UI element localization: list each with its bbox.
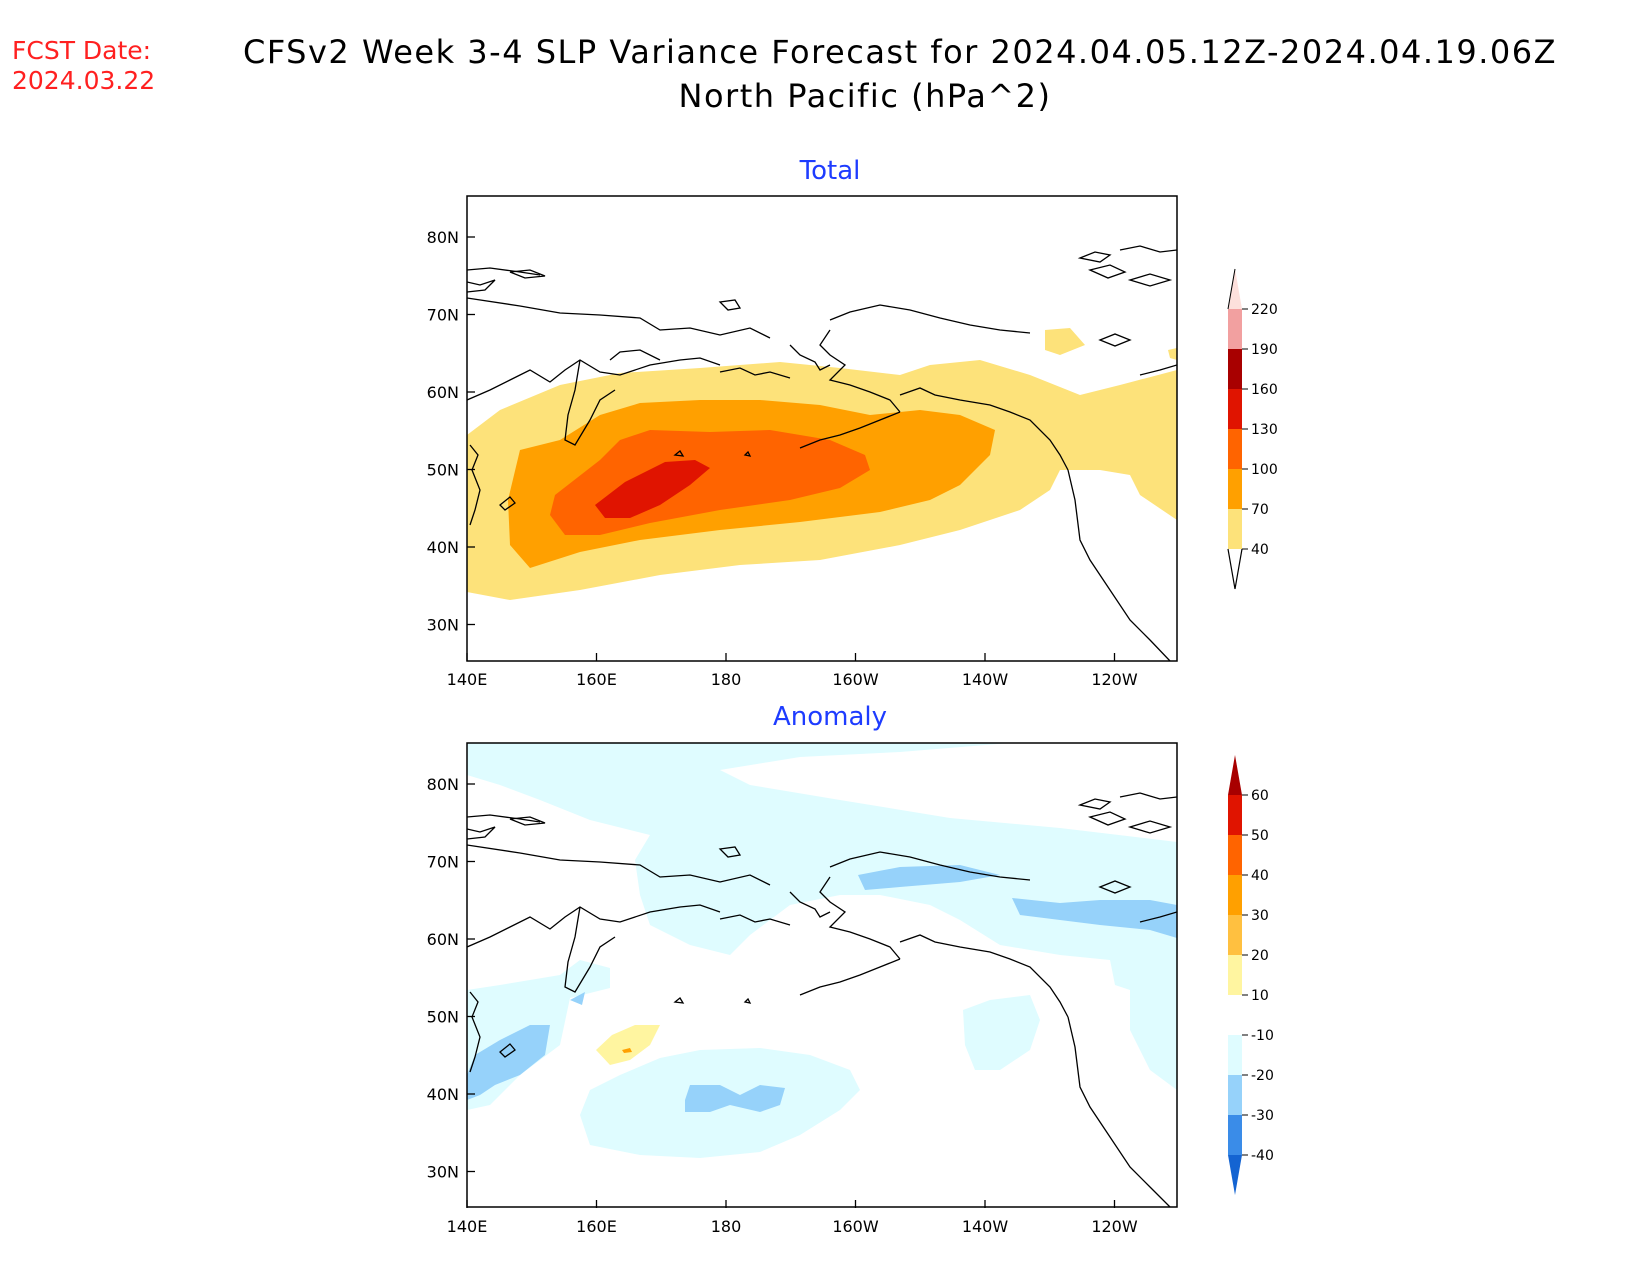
colorbar-swatch bbox=[1228, 995, 1242, 1035]
lat-tick-label: 40N bbox=[427, 1085, 459, 1104]
colorbar-label: 190 bbox=[1251, 342, 1278, 358]
anomaly-coastlines bbox=[467, 792, 1177, 1207]
anomaly-contour-neg20-central bbox=[685, 1085, 785, 1112]
lat-tick-label: 40N bbox=[427, 538, 459, 557]
colorbar-label: 220 bbox=[1251, 302, 1278, 318]
colorbar-swatch bbox=[1228, 269, 1242, 309]
colorbar-swatch bbox=[1228, 1035, 1242, 1075]
lat-tick-label: 50N bbox=[427, 1008, 459, 1027]
colorbar-label: 40 bbox=[1251, 542, 1269, 558]
total-colorbar: 220 190 160 130 100 70 40 bbox=[1227, 268, 1278, 590]
colorbar-label: -20 bbox=[1251, 1068, 1274, 1084]
colorbar-swatch bbox=[1228, 429, 1242, 469]
anomaly-contour-neg10-gulf bbox=[963, 995, 1040, 1070]
panel-anomaly: Anomaly bbox=[427, 702, 1274, 1236]
lon-tick-label: 140W bbox=[962, 1217, 1009, 1236]
lat-tick-label: 30N bbox=[427, 616, 459, 635]
total-coastlines bbox=[467, 245, 1177, 661]
colorbar-label: 10 bbox=[1251, 988, 1269, 1004]
colorbar-label: 130 bbox=[1251, 422, 1278, 438]
lon-tick-label: 120W bbox=[1091, 1217, 1138, 1236]
colorbar-swatch bbox=[1228, 915, 1242, 955]
colorbar-label: -10 bbox=[1251, 1028, 1274, 1044]
panel-total-title: Total bbox=[799, 156, 861, 186]
lat-tick-label: 60N bbox=[427, 930, 459, 949]
panel-anomaly-title: Anomaly bbox=[773, 702, 887, 732]
anomaly-contour-neg20-small bbox=[570, 992, 585, 1005]
total-contour-40-east bbox=[1168, 348, 1177, 360]
colorbar-swatch bbox=[1228, 509, 1242, 549]
anomaly-contour-pos20 bbox=[622, 1048, 632, 1053]
colorbar-label: 20 bbox=[1251, 948, 1269, 964]
lat-tick-label: 80N bbox=[427, 775, 459, 794]
anomaly-shading bbox=[467, 743, 1177, 1158]
colorbar-swatch bbox=[1228, 389, 1242, 429]
forecast-date-label: FCST Date: 2024.03.22 bbox=[12, 36, 155, 96]
colorbar-swatch bbox=[1228, 309, 1242, 349]
anomaly-map-frame bbox=[466, 742, 1178, 1208]
lat-tick-label: 70N bbox=[427, 306, 459, 325]
colorbar-swatch bbox=[1228, 875, 1242, 915]
lat-tick-label: 60N bbox=[427, 383, 459, 402]
anomaly-colorbar: 60 50 40 30 20 10 -10 -20 -30 -40 bbox=[1228, 755, 1274, 1195]
panel-total: Total bbox=[427, 156, 1278, 689]
lon-tick-label: 180 bbox=[711, 670, 742, 689]
lon-tick-label: 160E bbox=[576, 670, 617, 689]
lon-tick-label: 160E bbox=[576, 1217, 617, 1236]
colorbar-label: -40 bbox=[1251, 1148, 1274, 1164]
colorbar-swatch bbox=[1228, 349, 1242, 389]
forecast-date-caption: FCST Date: bbox=[12, 36, 152, 65]
total-lon-axis: 140E 160E 180 160W 140W 120W bbox=[447, 653, 1138, 689]
total-contour-130 bbox=[595, 460, 710, 518]
colorbar-swatch bbox=[1228, 1155, 1242, 1195]
colorbar-swatch bbox=[1228, 795, 1242, 835]
lat-tick-label: 80N bbox=[427, 228, 459, 247]
colorbar-swatch bbox=[1228, 1115, 1242, 1155]
colorbar-label: 160 bbox=[1251, 382, 1278, 398]
colorbar-label: 70 bbox=[1251, 502, 1269, 518]
lat-tick-label: 30N bbox=[427, 1163, 459, 1182]
total-lat-axis: 80N 70N 60N 50N 40N 30N bbox=[427, 228, 475, 635]
colorbar-swatch bbox=[1228, 755, 1242, 795]
anomaly-lat-axis: 80N 70N 60N 50N 40N 30N bbox=[427, 775, 475, 1182]
colorbar-upper-edge bbox=[1227, 268, 1236, 310]
colorbar-swatch bbox=[1228, 1075, 1242, 1115]
total-map-frame bbox=[466, 195, 1178, 662]
colorbar-swatch bbox=[1228, 955, 1242, 995]
colorbar-label: 100 bbox=[1251, 462, 1278, 478]
figure-title: CFSv2 Week 3-4 SLP Variance Forecast for… bbox=[150, 30, 1650, 118]
title-line-1: CFSv2 Week 3-4 SLP Variance Forecast for… bbox=[242, 33, 1558, 71]
colorbar-label: 30 bbox=[1251, 908, 1269, 924]
anomaly-contour-pos10 bbox=[596, 1025, 660, 1065]
lon-tick-label: 140E bbox=[447, 670, 488, 689]
forecast-date-value: 2024.03.22 bbox=[12, 66, 156, 95]
total-shading bbox=[467, 328, 1177, 600]
colorbar-label: -30 bbox=[1251, 1108, 1274, 1124]
colorbar-lower-triangle bbox=[1227, 548, 1243, 590]
anomaly-contour-neg10-north bbox=[467, 743, 1177, 1090]
lon-tick-label: 160W bbox=[832, 670, 879, 689]
colorbar-label: 60 bbox=[1251, 788, 1269, 804]
total-contour-40-arctic bbox=[1045, 328, 1085, 355]
lon-tick-label: 140E bbox=[447, 1217, 488, 1236]
anomaly-lon-axis: 140E 160E 180 160W 140W 120W bbox=[447, 1200, 1138, 1236]
colorbar-swatch bbox=[1228, 469, 1242, 509]
lon-tick-label: 140W bbox=[962, 670, 1009, 689]
title-line-2: North Pacific (hPa^2) bbox=[678, 77, 1052, 115]
lon-tick-label: 180 bbox=[711, 1217, 742, 1236]
anomaly-contour-neg20-west bbox=[467, 1025, 550, 1100]
lat-tick-label: 70N bbox=[427, 853, 459, 872]
colorbar-label: 50 bbox=[1251, 828, 1269, 844]
colorbar-swatch bbox=[1228, 835, 1242, 875]
colorbar-label: 40 bbox=[1251, 868, 1269, 884]
lon-tick-label: 160W bbox=[832, 1217, 879, 1236]
lon-tick-label: 120W bbox=[1091, 670, 1138, 689]
anomaly-contour-neg20-northeast bbox=[1012, 898, 1177, 938]
lat-tick-label: 50N bbox=[427, 461, 459, 480]
